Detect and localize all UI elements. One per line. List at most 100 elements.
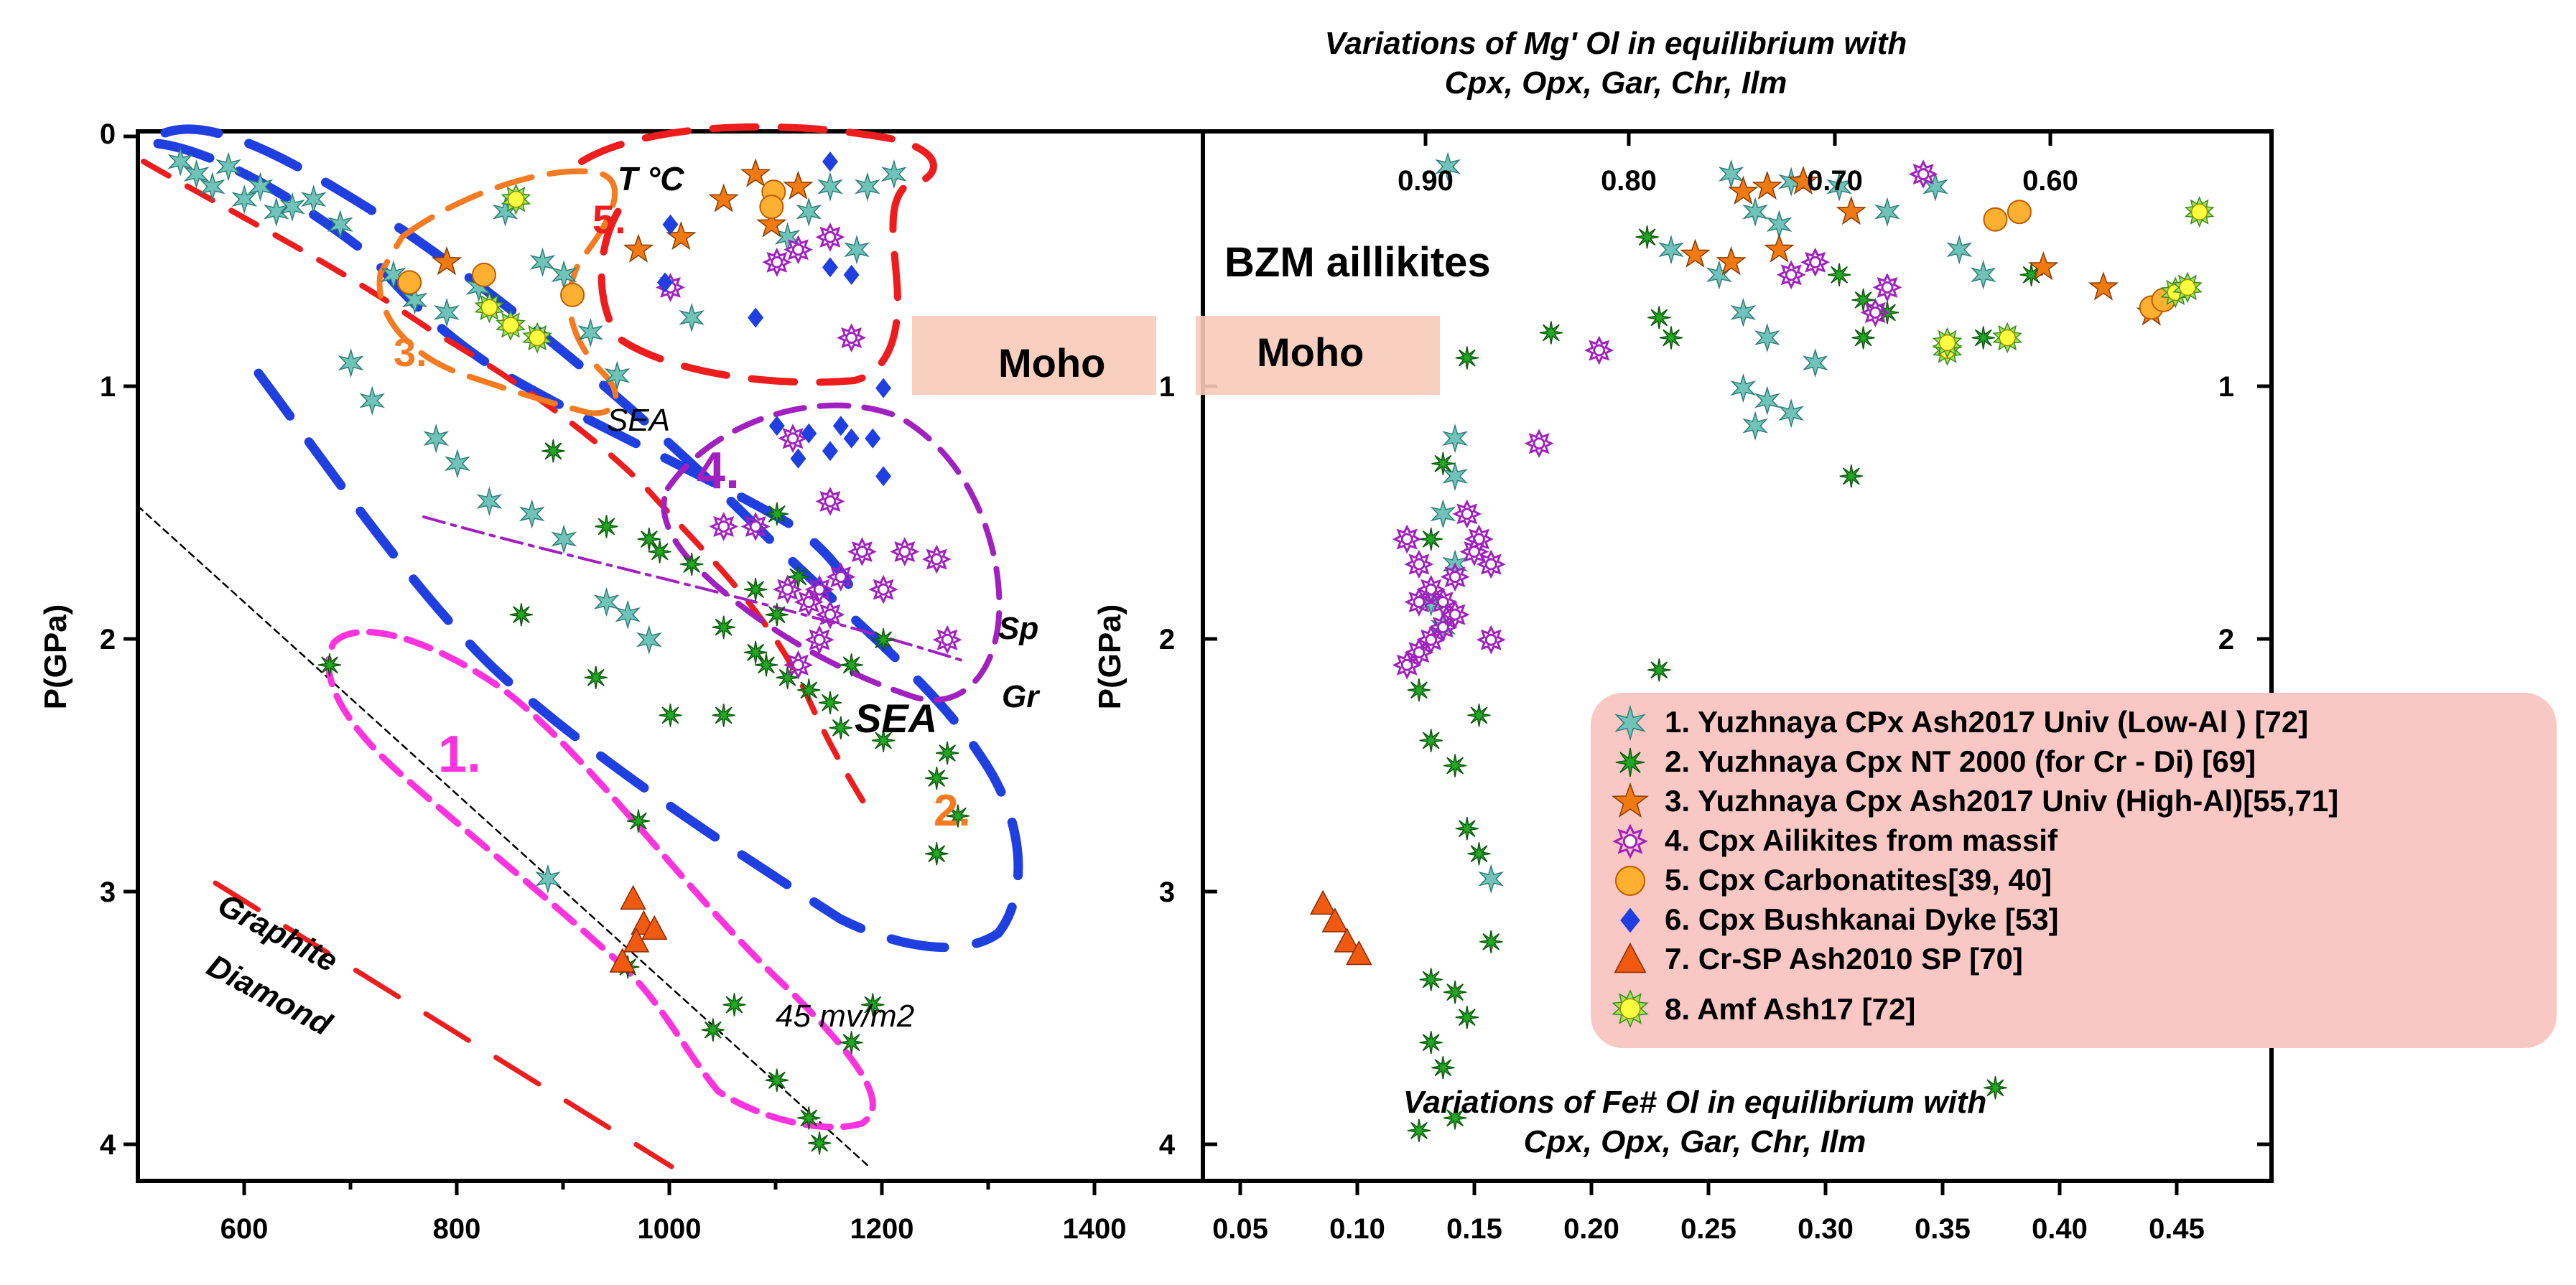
- data-point-s3: [1752, 170, 1782, 200]
- right-title-bottom-line1: Variations of Fe# Ol in equilibrium with: [1403, 1085, 1986, 1120]
- legend-marker-4: [1612, 823, 1648, 859]
- data-point-s1: [327, 210, 353, 240]
- data-point-s2: [712, 704, 735, 727]
- data-point-s2: [925, 766, 949, 790]
- data-point-s2: [1971, 326, 1995, 350]
- data-point-s6: [801, 423, 817, 444]
- data-point-s1: [1826, 172, 1853, 202]
- data-point-s2: [1431, 452, 1455, 475]
- data-point-s1: [817, 172, 843, 202]
- data-point-s2: [1431, 1056, 1455, 1080]
- label-sp: Sp: [998, 611, 1038, 646]
- data-point-s1: [359, 386, 386, 416]
- data-point-s7: [623, 927, 650, 953]
- legend: 1. Yuzhnaya CPx Ash2017 Univ (Low-Al ) […: [1591, 693, 2557, 1048]
- data-point-s6: [875, 466, 892, 487]
- data-point-s2: [1455, 1005, 1479, 1029]
- left-x-tick-marks: [242, 1181, 1097, 1195]
- data-point-s1: [231, 184, 258, 215]
- blue-field-outer: [160, 124, 1023, 953]
- left-x-tick: 800: [433, 1213, 481, 1245]
- data-point-s1: [183, 159, 210, 190]
- data-point-s4: [890, 537, 920, 566]
- right-top-tick-labels: 0.90 0.80 0.70 0.60: [1398, 165, 2078, 197]
- left-x-tick: 600: [220, 1213, 269, 1245]
- data-point-s4: [709, 512, 739, 541]
- data-point-s1: [1802, 347, 1828, 378]
- data-point-s2: [509, 603, 534, 627]
- left-x-tick: 1200: [850, 1213, 914, 1245]
- data-point-s1: [551, 524, 577, 554]
- data-point-s3: [1680, 238, 1711, 268]
- geotherm-45-line: [136, 505, 870, 1168]
- data-point-s1: [444, 449, 470, 479]
- legend-marker-7: [1614, 942, 1647, 973]
- data-point-s4: [762, 247, 792, 277]
- right-x-tick: 0.05: [1212, 1213, 1268, 1245]
- data-point-s1: [1430, 499, 1456, 529]
- data-point-s8: [501, 183, 531, 215]
- data-point-s1: [529, 247, 556, 277]
- data-point-s6: [822, 257, 838, 278]
- legend-marker-8: [1612, 989, 1649, 1028]
- data-point-s4: [826, 562, 856, 592]
- data-point-s7: [1334, 927, 1360, 953]
- right-x-tick: 0.20: [1563, 1213, 1619, 1245]
- data-point-s8: [474, 291, 505, 324]
- data-point-s3: [431, 246, 462, 276]
- data-point-s2: [595, 515, 618, 538]
- data-point-s2: [584, 665, 608, 689]
- data-point-s1: [615, 599, 641, 630]
- data-point-s4: [804, 625, 834, 655]
- data-point-s2: [1419, 968, 1443, 991]
- data-point-s6: [748, 307, 764, 328]
- data-point-s1: [167, 146, 194, 177]
- data-point-s2: [871, 729, 896, 752]
- data-point-s3: [783, 170, 814, 200]
- left-y-tick: 4: [100, 1129, 116, 1161]
- data-point-s1: [1742, 411, 1769, 441]
- data-point-s4: [1584, 335, 1614, 365]
- data-point-s8: [1932, 327, 1963, 359]
- label-field-4: 4.: [697, 442, 740, 500]
- data-point-s2: [1479, 930, 1503, 954]
- data-point-s3: [708, 183, 739, 212]
- data-point-s2: [637, 527, 661, 551]
- legend-label: 7. Cr-SP Ash2010 SP [70]: [1665, 942, 2023, 976]
- data-point-s1: [636, 625, 662, 655]
- data-point-s2: [765, 502, 789, 526]
- data-point-s3: [2028, 251, 2059, 281]
- data-point-s2: [1467, 842, 1491, 866]
- data-point-s4: [1476, 625, 1506, 655]
- data-point-s3: [740, 158, 771, 187]
- right-y-tick: 4: [1159, 1129, 1176, 1161]
- data-point-s1: [519, 499, 545, 529]
- left-y-tick: 1: [100, 371, 116, 403]
- data-point-s1: [1946, 235, 1973, 265]
- data-point-s7: [1309, 889, 1336, 915]
- data-point-s8: [2184, 196, 2215, 228]
- data-point-s4: [804, 574, 834, 604]
- data-point-s2: [648, 540, 671, 564]
- right-y-axis-title: P(GPa): [1092, 604, 1127, 710]
- right-x-tick: 0.25: [1680, 1213, 1736, 1245]
- data-point-s2: [1467, 704, 1491, 727]
- left-panel-points: [167, 146, 970, 1155]
- data-point-s2: [1851, 326, 1875, 350]
- data-point-s4: [1800, 247, 1831, 277]
- legend-label: 5. Cpx Carbonatites[39, 40]: [1665, 863, 2052, 897]
- data-point-s4: [1872, 273, 1902, 302]
- moho-band-left: [912, 316, 1156, 395]
- data-point-s4: [1404, 549, 1434, 579]
- data-point-s6: [790, 448, 806, 469]
- data-point-s5: [759, 195, 784, 220]
- data-point-s1: [215, 151, 241, 182]
- data-point-s6: [865, 428, 881, 449]
- data-point-s5: [471, 262, 496, 287]
- data-point-s1: [423, 424, 450, 454]
- label-field-3: 3.: [394, 330, 427, 375]
- data-point-s1: [401, 285, 428, 315]
- right-y-tick: 3: [1159, 877, 1175, 908]
- data-point-s1: [880, 159, 907, 190]
- moho-band-right: [1196, 316, 1440, 395]
